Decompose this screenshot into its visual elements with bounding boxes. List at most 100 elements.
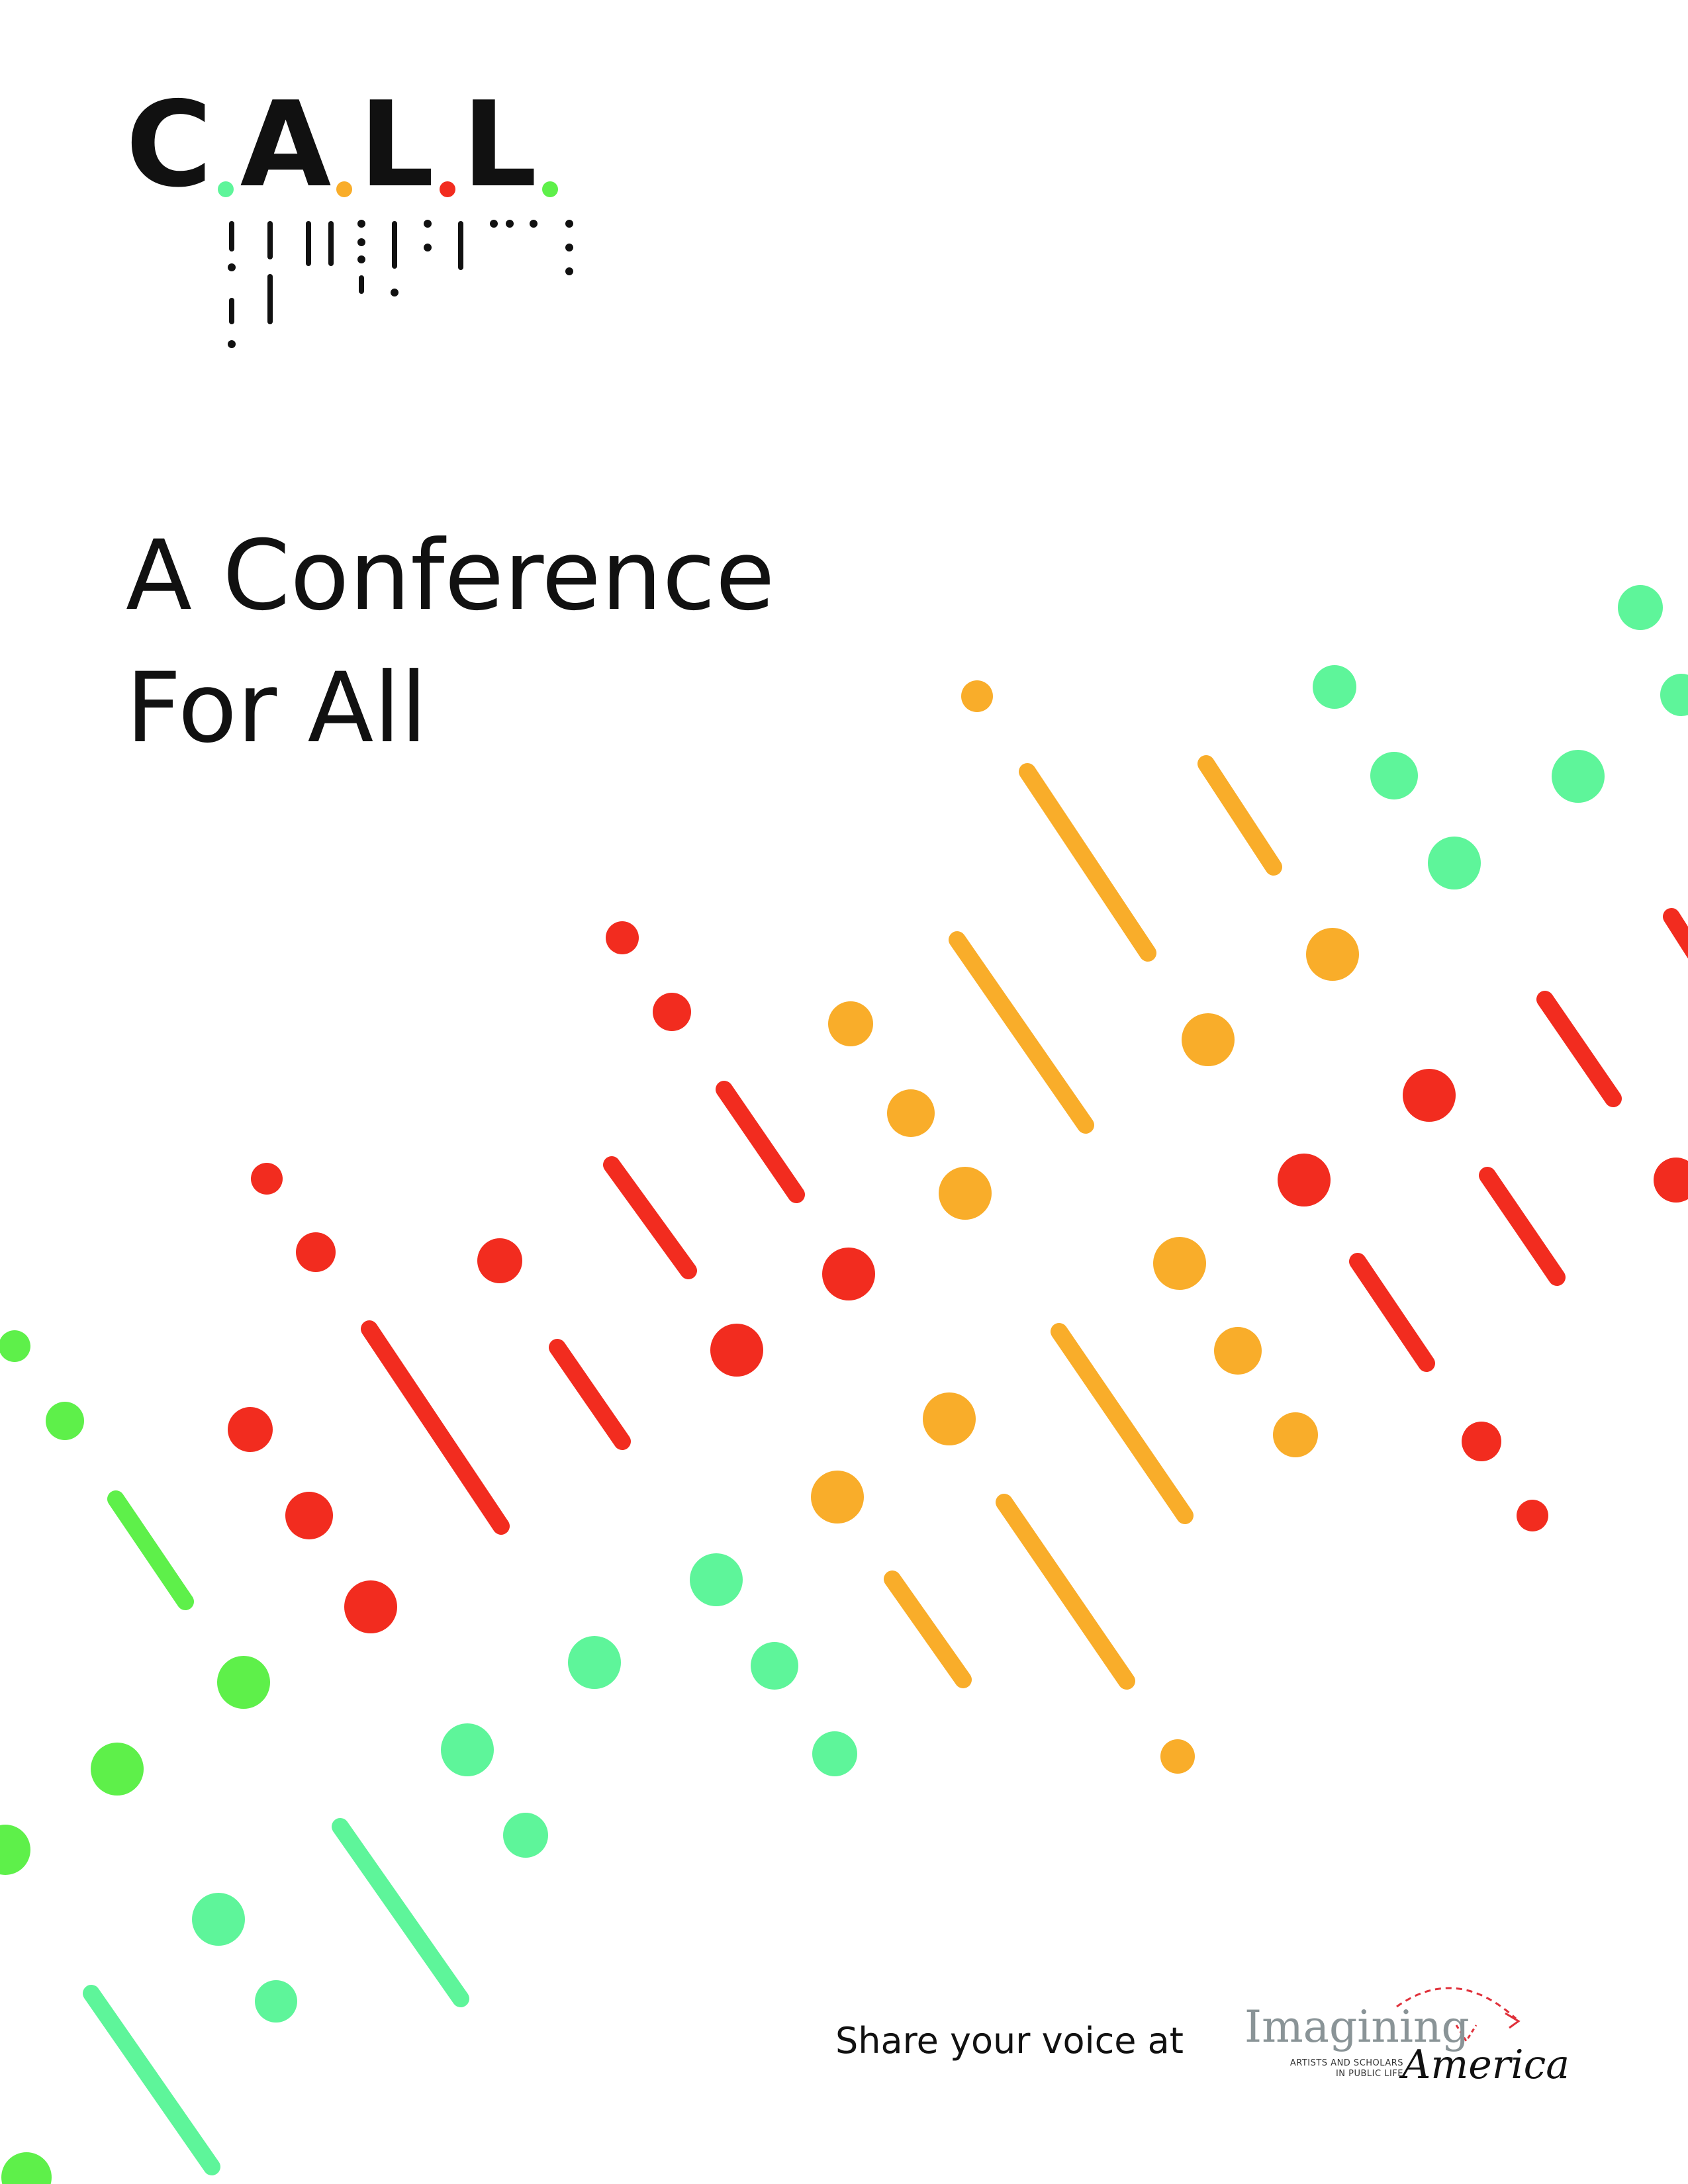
pattern-dash-6 — [1536, 991, 1622, 1107]
pattern-dot-46 — [1517, 1500, 1548, 1531]
pattern-dash-1 — [1197, 755, 1282, 876]
pattern-dot-22 — [828, 1001, 873, 1046]
pattern-dot-29 — [1273, 1412, 1318, 1457]
logo-dot-3 — [439, 181, 455, 197]
pattern-dot-8 — [751, 1642, 798, 1690]
pattern-dash-2 — [949, 931, 1094, 1134]
pattern-dash-7 — [1663, 908, 1688, 959]
pattern-dash-15 — [332, 1818, 469, 2007]
pattern-dot-32 — [606, 921, 639, 954]
pattern-dot-45 — [1462, 1422, 1501, 1461]
headline: A Conference For All — [126, 510, 775, 774]
pattern-dot-44 — [344, 1580, 397, 1633]
pattern-dot-14 — [0, 1330, 30, 1362]
partner-word-imagining: Imagining — [1244, 2001, 1470, 2052]
pattern-dot-19 — [1, 2152, 52, 2184]
pattern-dash-8 — [716, 1081, 805, 1203]
pattern-dot-17 — [91, 1743, 144, 1796]
pattern-dot-37 — [822, 1248, 875, 1300]
logo-letter-l2: L — [461, 76, 538, 213]
partner-tagline-line-1: ARTISTS AND SCHOLARS — [1289, 2058, 1403, 2068]
pattern-dot-36 — [477, 1238, 522, 1283]
pattern-dash-9 — [603, 1156, 697, 1279]
pattern-dot-16 — [217, 1656, 270, 1709]
braille-mark-19 — [530, 220, 538, 228]
pattern-dot-20 — [961, 680, 993, 712]
pattern-dot-24 — [887, 1089, 935, 1137]
pattern-dash-5 — [884, 1570, 972, 1688]
pattern-dash-11 — [1349, 1253, 1435, 1372]
braille-mark-18 — [506, 220, 514, 228]
pattern-dash-16 — [83, 1985, 220, 2175]
braille-mark-10 — [357, 255, 365, 263]
braille-mark-15 — [424, 244, 432, 251]
pattern-dot-26 — [1153, 1237, 1206, 1290]
pattern-dot-13 — [255, 1980, 297, 2023]
pattern-dash-12 — [361, 1320, 510, 1535]
logo-dot-1 — [217, 181, 234, 197]
partner-tagline-line-2: IN PUBLIC LIFE — [1335, 2069, 1403, 2079]
braille-mark-1 — [228, 263, 236, 271]
braille-mark-9 — [357, 238, 365, 246]
pattern-dot-23 — [1182, 1013, 1235, 1066]
pattern-dot-11 — [503, 1813, 548, 1858]
braille-mark-17 — [490, 220, 498, 228]
pattern-dot-7 — [568, 1636, 621, 1689]
pattern-dot-38 — [1403, 1069, 1456, 1122]
headline-line-1: A Conference — [126, 520, 775, 632]
logo-dot-4 — [542, 181, 559, 197]
pattern-dot-1 — [1660, 674, 1688, 716]
pattern-dot-35 — [296, 1232, 336, 1272]
pattern-dot-3 — [1370, 752, 1418, 799]
pattern-dot-41 — [710, 1324, 763, 1377]
pattern-dash-4 — [996, 1494, 1135, 1690]
pattern-dot-31 — [1160, 1739, 1195, 1774]
headline-line-2: For All — [126, 652, 428, 764]
pattern-dot-25 — [939, 1167, 992, 1220]
pattern-dot-39 — [1278, 1154, 1331, 1206]
braille-mark-13 — [391, 289, 399, 296]
pattern-dash-13 — [549, 1339, 631, 1450]
pattern-dot-6 — [690, 1553, 743, 1606]
braille-mark-20 — [565, 220, 573, 228]
logo-letter-a: A — [240, 76, 332, 213]
pattern-dot-5 — [1428, 837, 1481, 889]
pattern-dash-10 — [1479, 1167, 1566, 1286]
logo-dot-2 — [336, 181, 353, 197]
logo-letter-c: C — [126, 76, 212, 213]
pattern-dot-9 — [441, 1723, 494, 1776]
pattern-dot-10 — [812, 1731, 857, 1776]
partner-word-america: America — [1402, 2042, 1570, 2088]
imagining-america-logo[interactable]: Imagining ARTISTS AND SCHOLARS IN PUBLIC… — [1238, 1972, 1570, 2098]
pattern-dot-40 — [1654, 1158, 1688, 1203]
arc-arrow-icon — [1396, 1987, 1521, 2043]
pattern-dash-0 — [1019, 763, 1156, 962]
pattern-dot-42 — [228, 1407, 273, 1452]
pattern-dash-14 — [107, 1490, 194, 1610]
pattern-dot-2 — [1313, 665, 1356, 709]
braille-marks — [228, 220, 573, 348]
pattern-dash-3 — [1051, 1323, 1194, 1524]
pattern-dot-12 — [192, 1893, 245, 1946]
pattern-dot-43 — [285, 1492, 333, 1539]
braille-mark-3 — [228, 340, 236, 348]
pattern-dot-18 — [0, 1825, 30, 1875]
braille-mark-8 — [357, 220, 365, 228]
pattern-dot-34 — [251, 1163, 283, 1195]
braille-mark-21 — [565, 244, 573, 251]
pattern-dot-28 — [923, 1392, 976, 1445]
pattern-dot-0 — [1618, 585, 1663, 630]
pattern-dot-30 — [811, 1471, 864, 1524]
share-voice-text: Share your voice at — [835, 2020, 1184, 2062]
braille-mark-22 — [565, 267, 573, 275]
partner-tagline: ARTISTS AND SCHOLARS IN PUBLIC LIFE — [1258, 2058, 1403, 2079]
pattern-dot-33 — [653, 993, 691, 1031]
pattern-dot-15 — [46, 1402, 84, 1440]
logo-letter-l1: L — [359, 76, 434, 213]
braille-mark-14 — [424, 220, 432, 228]
pattern-dot-4 — [1552, 750, 1605, 803]
call-logo: C A L L — [126, 86, 565, 204]
pattern-dot-21 — [1306, 928, 1359, 981]
pattern-dot-27 — [1214, 1327, 1262, 1375]
